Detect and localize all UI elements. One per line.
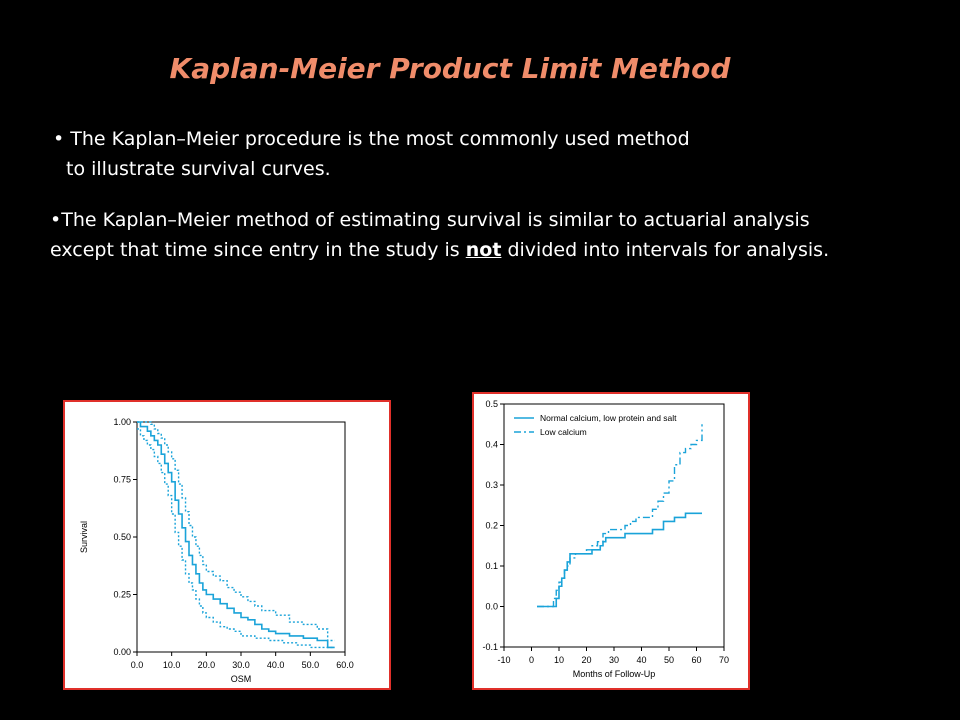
y-tick-label: 0.25 xyxy=(113,590,131,600)
x-tick-label: 50.0 xyxy=(302,660,320,670)
x-tick-label: 10 xyxy=(554,655,564,665)
y-tick-label: 0.4 xyxy=(485,440,498,450)
y-axis-label: Survival xyxy=(79,521,89,553)
x-tick-label: 10.0 xyxy=(163,660,181,670)
bullet-item-1: • The Kaplan–Meier procedure is the most… xyxy=(50,124,930,184)
y-tick-label: 0.1 xyxy=(485,561,498,571)
x-tick-label: 40 xyxy=(636,655,646,665)
y-tick-label: -0.1 xyxy=(482,642,498,652)
bullet-item-2: •The Kaplan–Meier method of estimating s… xyxy=(50,205,930,265)
x-tick-label: 0.0 xyxy=(131,660,144,670)
y-tick-label: 0.3 xyxy=(485,480,498,490)
bullet-1-line-1: The Kaplan–Meier procedure is the most c… xyxy=(70,128,690,150)
y-tick-label: 1.00 xyxy=(113,417,131,427)
series-line-2 xyxy=(137,421,335,642)
x-tick-label: 30 xyxy=(609,655,619,665)
slide-title: Kaplan-Meier Product Limit Method xyxy=(169,52,731,85)
plot-area-border xyxy=(503,403,725,648)
x-axis-label: OSM xyxy=(231,674,252,684)
y-tick-label: 0.50 xyxy=(113,532,131,542)
x-tick-label: 60.0 xyxy=(336,660,354,670)
y-tick-label: 0.2 xyxy=(485,521,498,531)
x-tick-label: 20.0 xyxy=(198,660,216,670)
x-tick-label: 40.0 xyxy=(267,660,285,670)
bullet-2-part-3: divided into intervals for analysis. xyxy=(501,239,830,261)
x-tick-label: 50 xyxy=(664,655,674,665)
bullet-dot: • xyxy=(50,209,62,231)
x-tick-label: 60 xyxy=(691,655,701,665)
y-tick-label: 0.75 xyxy=(113,475,131,485)
bullet-dot: • xyxy=(53,128,65,150)
bullet-2-part-2: except that time since entry in the stud… xyxy=(50,239,466,261)
x-tick-label: 30.0 xyxy=(232,660,250,670)
legend-entry: Normal calcium, low protein and salt xyxy=(540,413,677,423)
legend-entry: Low calcium xyxy=(540,427,587,437)
survival-chart: 0.0 10.0 20.0 30.0 40.0 50.0 60.0 0.00 0.25 0.50 0… xyxy=(79,417,354,684)
y-tick-label: 0.5 xyxy=(485,399,498,409)
x-axis-label: Months of Follow-Up xyxy=(573,669,656,679)
x-tick-label: 70 xyxy=(719,655,729,665)
series-line-1 xyxy=(537,512,702,608)
x-tick-label: 20 xyxy=(581,655,591,665)
x-tick-label: 0 xyxy=(529,655,534,665)
bullet-list: • The Kaplan–Meier procedure is the most… xyxy=(50,124,930,265)
x-tick-label: -10 xyxy=(497,655,510,665)
series-line-3 xyxy=(137,428,335,649)
bullet-2-part-1: The Kaplan–Meier method of estimating su… xyxy=(61,209,810,231)
y-tick-label: 0.0 xyxy=(485,602,498,612)
bullet-2-emphasis: not xyxy=(465,239,502,261)
survival-chart-frame: 0.0 10.0 20.0 30.0 40.0 50.0 60.0 0.00 0.25 0.50 0… xyxy=(63,400,391,690)
follow-up-chart: -10 0 10 20 30 40 50 60 70 -0.1 0.0 0.1 0.2 0.3 0.4 0.5… xyxy=(482,399,729,679)
follow-up-chart-frame: -10 0 10 20 30 40 50 60 70 -0.1 0.0 0.1 0.2 0.3 0.4 0.5… xyxy=(472,392,750,690)
y-tick-label: 0.00 xyxy=(113,647,131,657)
series-line-1 xyxy=(137,421,335,649)
bullet-1-line-2: to illustrate survival curves. xyxy=(66,158,331,180)
